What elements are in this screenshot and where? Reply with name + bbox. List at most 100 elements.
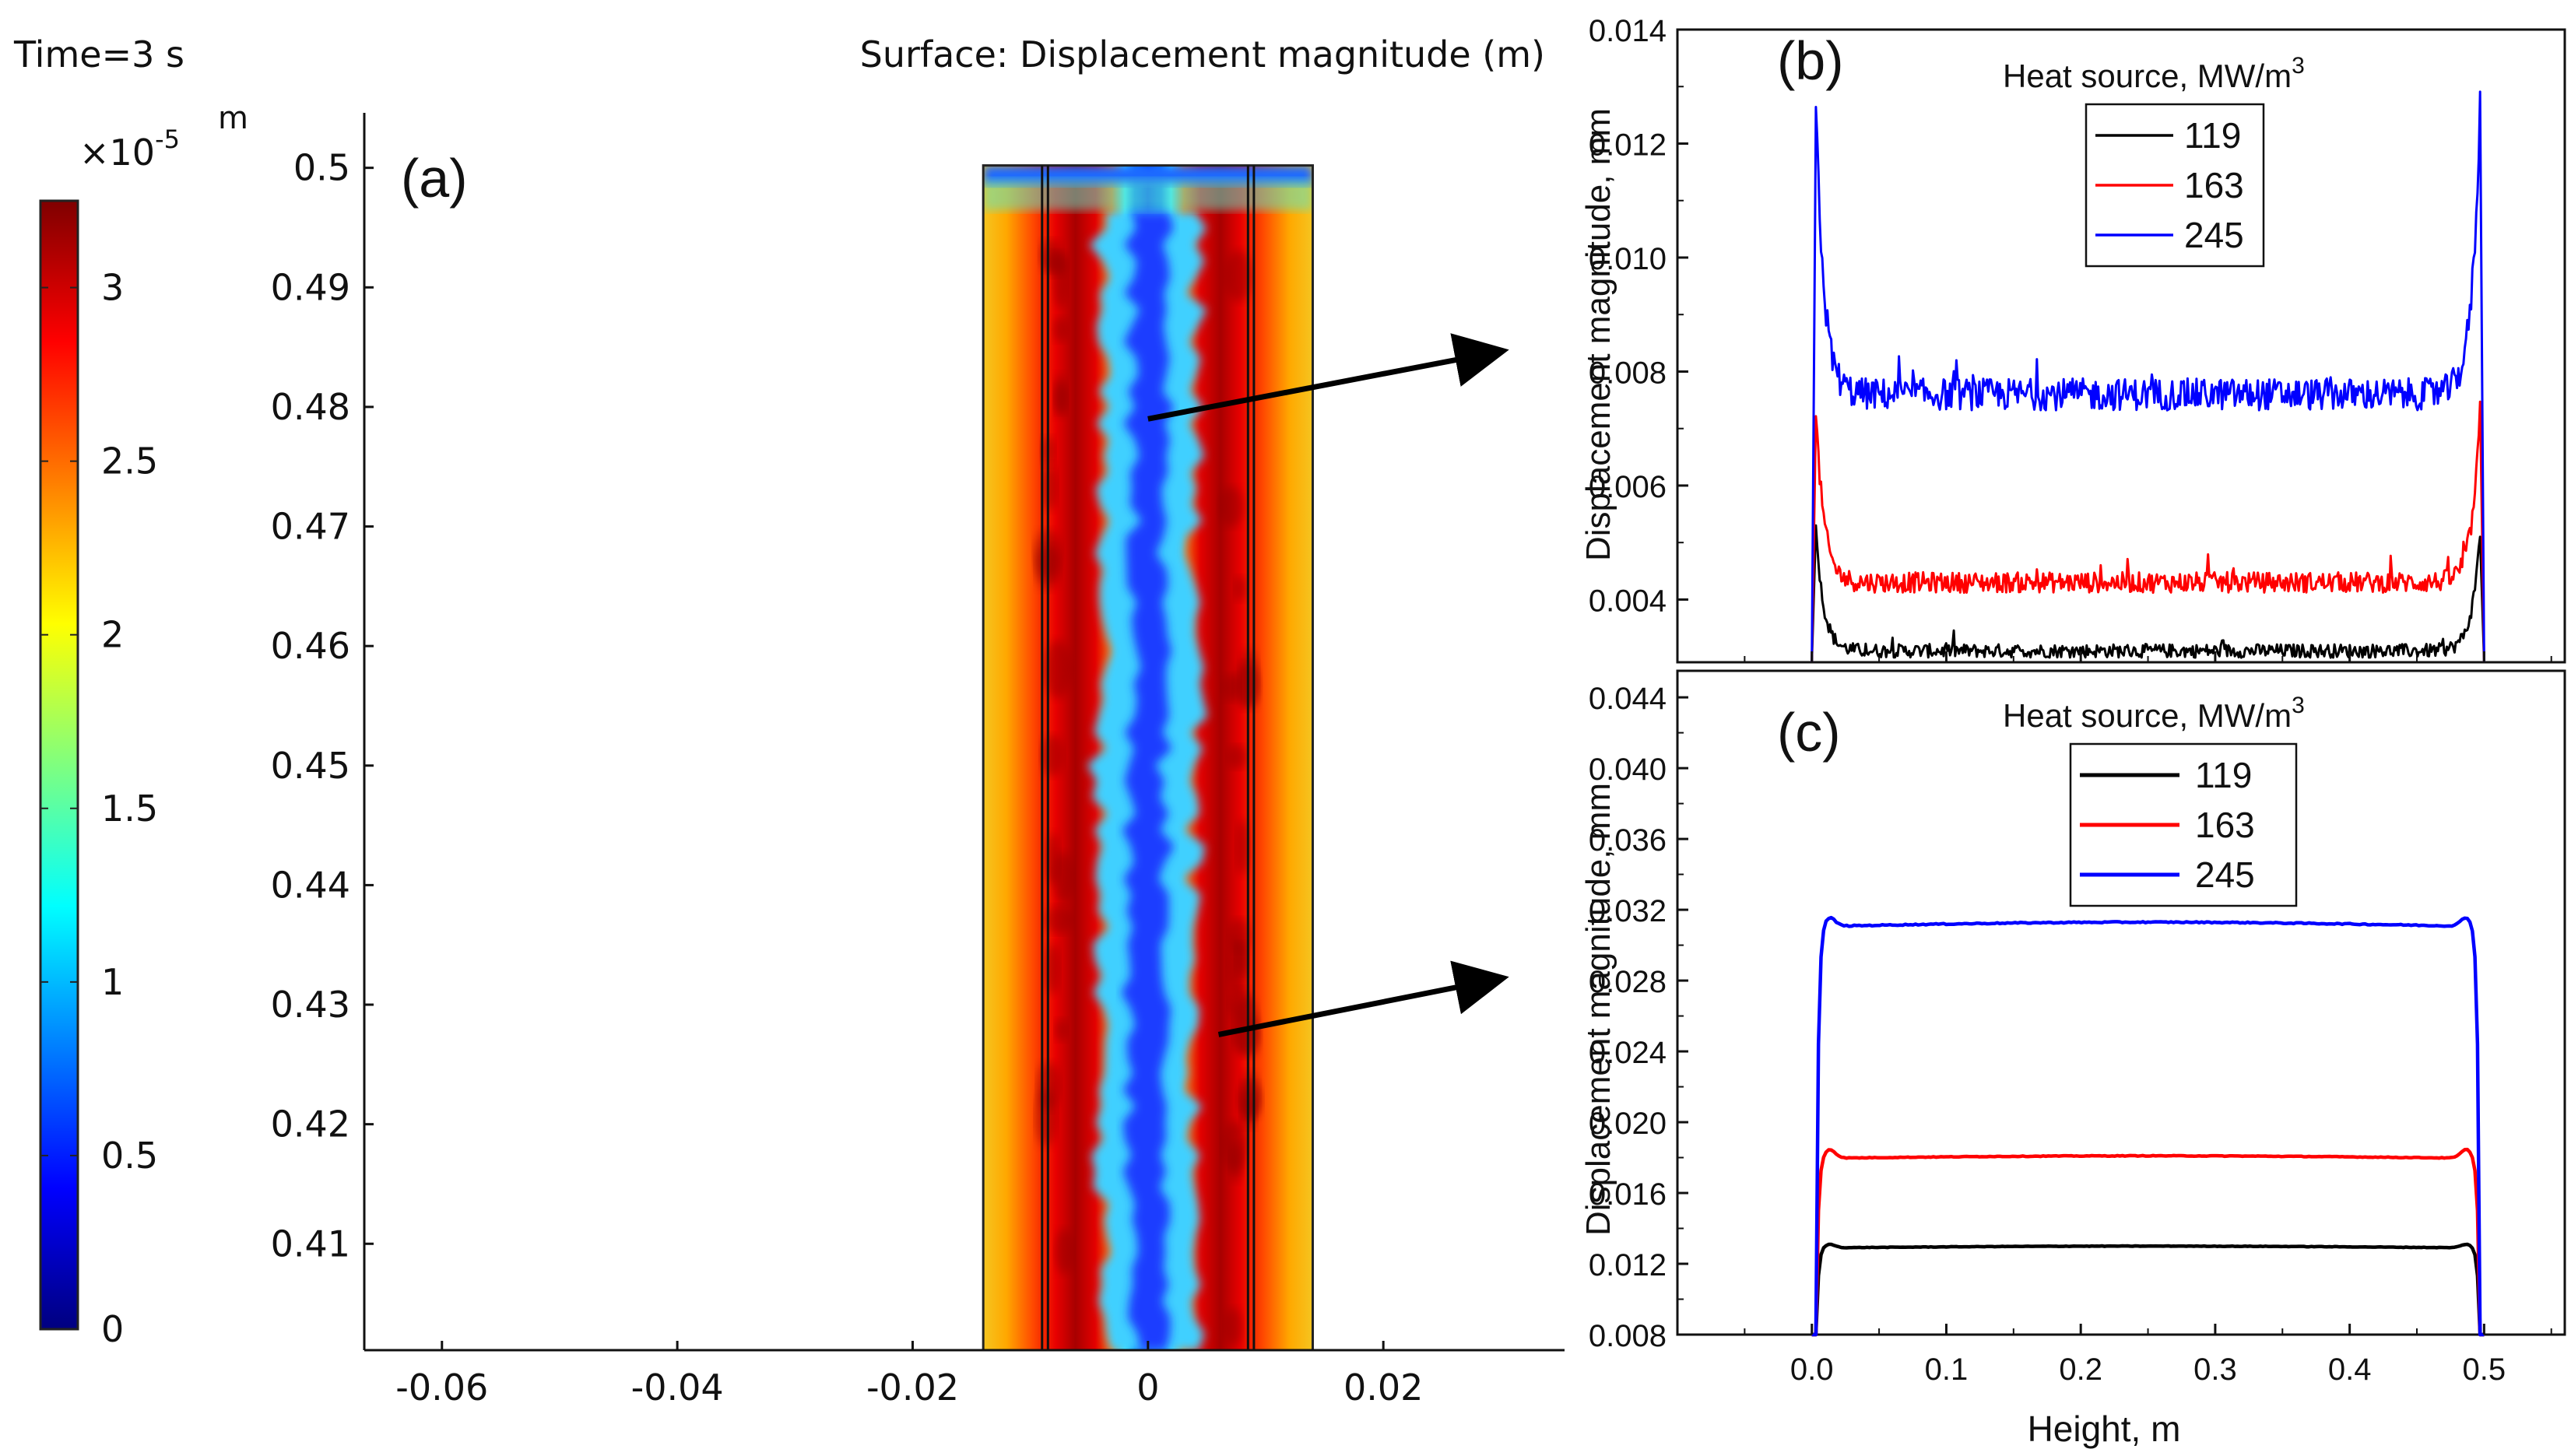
- y-tick-label: 0.014: [1589, 14, 1667, 48]
- y-tick-label: 0.43: [271, 984, 350, 1026]
- x-tick-label: 0.0: [1790, 1353, 1834, 1387]
- panel-b-y-ticks: 0.004 0.006 0.008 0.010 0.012 0.014: [1589, 14, 1688, 618]
- panel-b: 0.004 0.006 0.008 0.010 0.012 0.014 (b) Displ…: [1579, 14, 2566, 664]
- field-hot-spot: [1053, 374, 1068, 418]
- field-hot-spot: [1052, 316, 1069, 342]
- y-tick-label: 0.41: [271, 1223, 350, 1265]
- x-tick-label: -0.04: [631, 1367, 724, 1409]
- panel-c-legend: Heat source, MW/m3 119 163 245: [2003, 693, 2305, 907]
- field-hot-spot: [1237, 1082, 1263, 1118]
- field-top-gradient: [983, 179, 1313, 211]
- colorbar-tick-label: 2: [101, 614, 124, 656]
- x-tick-label: 0.02: [1343, 1367, 1423, 1409]
- y-tick-label: 0.028: [1589, 965, 1667, 999]
- series-line-245: [1811, 90, 2485, 663]
- field-hot-spot: [1235, 819, 1250, 875]
- legend-title: Heat source, MW/m3: [2003, 53, 2305, 94]
- x-tick-label: 0.4: [2328, 1353, 2372, 1387]
- panel-c-x-label: Height, m: [2028, 1409, 2181, 1449]
- field-hot-spot: [1224, 1307, 1243, 1346]
- field-hot-spot: [1227, 745, 1248, 770]
- y-tick-label: 0.024: [1589, 1036, 1667, 1070]
- colorbar-exponent: ×10-5: [79, 125, 180, 174]
- y-tick-label: 0.47: [271, 506, 350, 548]
- panel-b-series: [1811, 90, 2485, 663]
- field-blue-core: [1121, 212, 1175, 1350]
- colorbar-tick-label: 2.5: [101, 440, 158, 482]
- panel-c: 0.008 0.012 0.016 0.020 0.024 0.028 0.032 0.036…: [1579, 669, 2566, 1449]
- colorbar-tick-label: 0.5: [101, 1135, 158, 1177]
- y-tick-label: 0.044: [1589, 682, 1667, 716]
- surface-title: Surface: Displacement magnitude (m): [860, 33, 1545, 75]
- x-tick-label: -0.06: [395, 1367, 488, 1409]
- y-tick-label: 0.5: [293, 147, 350, 189]
- x-tick-label: 0: [1136, 1367, 1159, 1409]
- x-tick-label: 0.1: [1925, 1353, 1969, 1387]
- time-label: Time=3 s: [13, 33, 184, 75]
- y-tick-label: 0.032: [1589, 894, 1667, 928]
- arrow-to-panel-c: [1217, 960, 1509, 1037]
- panel-c-series: [1811, 915, 2485, 1337]
- y-tick-label: 0.49: [271, 266, 350, 308]
- y-tick-label: 0.44: [271, 864, 350, 906]
- field-hot-spot: [1045, 250, 1068, 277]
- y-tick-label: 0.45: [271, 745, 350, 787]
- panel-c-y-ticks: 0.008 0.012 0.016 0.020 0.024 0.028 0.032 0.036…: [1589, 682, 1688, 1353]
- y-tick-label: 0.036: [1589, 823, 1667, 858]
- field-hot-spot: [1045, 943, 1060, 995]
- legend-label-119: 119: [2184, 115, 2241, 156]
- displacement-field-detail: [983, 165, 1313, 1350]
- y-tick-label: 0.008: [1589, 1319, 1667, 1353]
- y-tick-label: 0.48: [271, 386, 350, 428]
- y-tick-label: 0.012: [1589, 1248, 1667, 1282]
- series-line-119: [1811, 524, 2485, 663]
- y-tick-label: 0.42: [271, 1103, 350, 1146]
- colorbar-tick-label: 3: [101, 267, 124, 309]
- series-line-163: [1811, 1147, 2485, 1337]
- y-tick-label: 0.004: [1589, 584, 1667, 618]
- field-hot-spot: [1052, 852, 1074, 903]
- panel-c-x-ticks: 0.0 0.1 0.2 0.3 0.4 0.5: [1744, 1324, 2552, 1387]
- colorbar: ×10-5 m 0 0.5 1 1.5 2 2.5 3: [39, 100, 248, 1350]
- y-tick-label: 0.008: [1589, 356, 1667, 390]
- field-hot-spot: [1054, 1018, 1068, 1042]
- field-hot-spot: [1224, 250, 1253, 302]
- y-tick-label: 0.006: [1589, 470, 1667, 504]
- field-hot-spot: [1044, 640, 1072, 699]
- inner-boundaries: [1041, 165, 1256, 1350]
- panel-c-label: (c): [1777, 702, 1841, 763]
- panel-b-label: (b): [1777, 30, 1844, 91]
- colorbar-ticks: 0 0.5 1 1.5 2 2.5 3: [40, 267, 158, 1350]
- panel-a-y-ticks: 0.5 0.49 0.48 0.47 0.46 0.45 0.44 0.43 0.42 0.41: [271, 147, 374, 1265]
- x-tick-label: 0.3: [2193, 1353, 2237, 1387]
- colorbar-bar: [39, 199, 79, 1331]
- y-tick-label: 0.016: [1589, 1177, 1667, 1212]
- y-tick-label: 0.012: [1589, 128, 1667, 162]
- colorbar-unit: m: [218, 100, 248, 136]
- x-tick-label: 0.2: [2059, 1353, 2102, 1387]
- field-hot-spot: [1045, 905, 1073, 935]
- panel-b-y-label: Displacement magnitude, mm: [1579, 108, 1617, 561]
- legend-label-119: 119: [2195, 755, 2252, 795]
- colorbar-tick-label: 1.5: [101, 788, 158, 830]
- y-tick-label: 0.46: [271, 625, 350, 667]
- x-tick-label: -0.02: [866, 1367, 959, 1409]
- x-tick-label: 0.5: [2463, 1353, 2506, 1387]
- legend-label-163: 163: [2184, 165, 2244, 205]
- field-hot-spot: [1041, 735, 1064, 777]
- panel-a-arrows: [1147, 333, 1509, 1037]
- field-hot-spot: [1235, 942, 1249, 975]
- panel-b-frame: [1676, 28, 2566, 664]
- panel-a-axes: (a) 0.50.490.480.470.460.450.440.430.420…: [271, 113, 1565, 1409]
- panel-a-x-ticks: -0.06 -0.04 -0.02 0 0.02: [395, 1341, 1423, 1409]
- field-hot-spot: [1035, 1088, 1057, 1147]
- panel-c-y-label: Displacement magnitude, mm: [1579, 783, 1617, 1236]
- field-hot-spot: [1218, 486, 1244, 528]
- field-hot-spot: [1228, 1142, 1243, 1183]
- series-line-163: [1811, 400, 2485, 663]
- y-tick-label: 0.010: [1589, 242, 1667, 276]
- arrow-to-panel-b: [1147, 333, 1509, 422]
- panel-c-frame: [1676, 669, 2566, 1336]
- colorbar-tick-label: 0: [101, 1308, 124, 1350]
